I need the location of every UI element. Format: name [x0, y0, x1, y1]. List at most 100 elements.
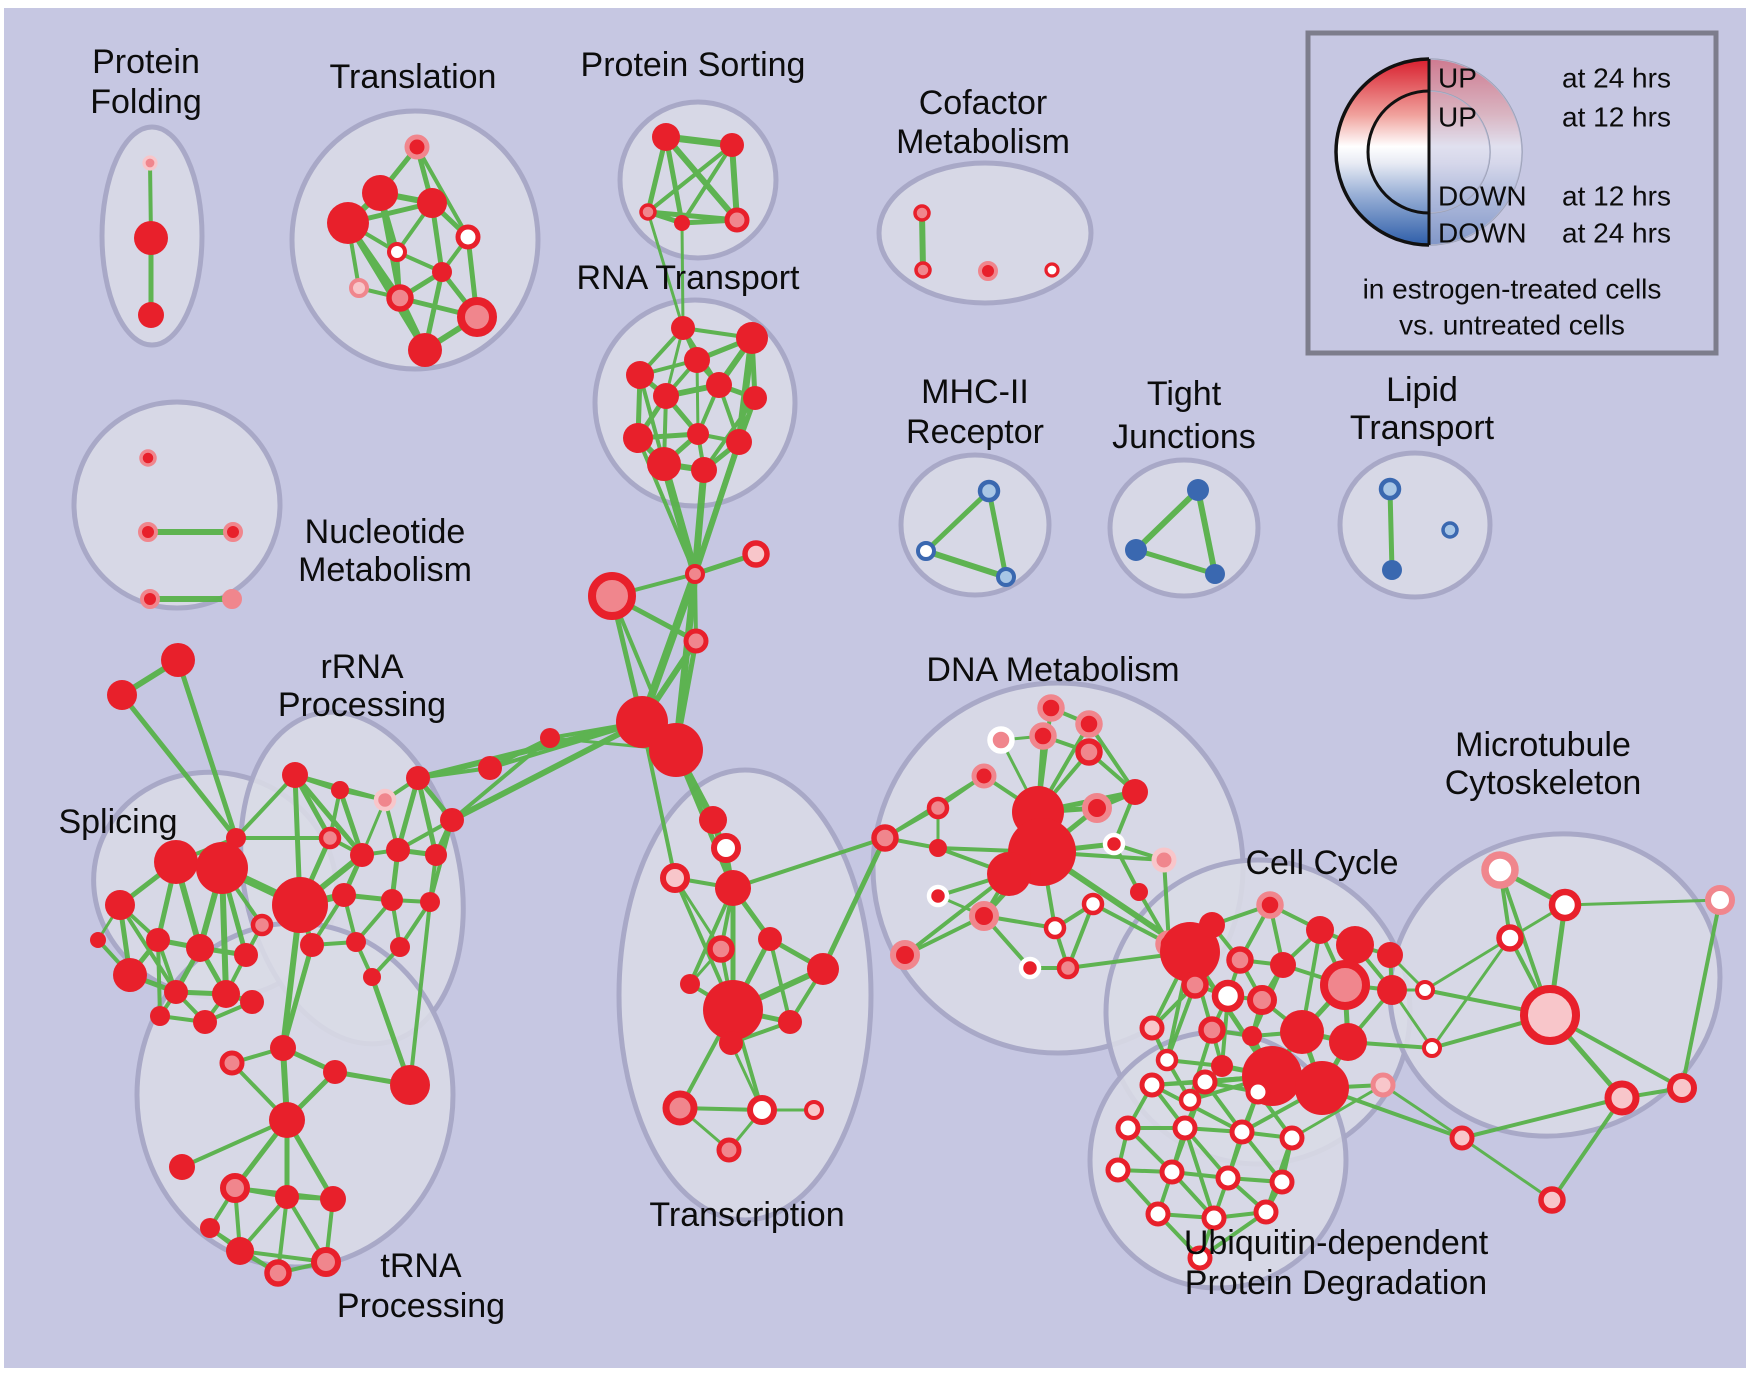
gene-node-dna-metabolism: [1043, 916, 1067, 940]
gene-node-microtubule-cytoskeleton: [1667, 1073, 1697, 1103]
gene-node-cofactor-metabolism: [914, 261, 932, 279]
gene-node-translation: [432, 262, 452, 282]
gene-node-rna-transport: [736, 322, 768, 354]
cluster-label-protein-sorting: Protein Sorting: [581, 46, 806, 84]
gene-node-ubiquitin-degradation: [1269, 1169, 1295, 1195]
gene-node-tight-junctions: [1125, 539, 1147, 561]
gene-node-rna-transport: [653, 383, 679, 409]
cluster-cofactor-metabolism: [876, 160, 1094, 306]
cluster-label-tight-junctions: Tight: [1147, 375, 1222, 413]
gene-node-rna-transport: [671, 316, 695, 340]
cluster-label-nucleotide-metabolism: Nucleotide: [305, 513, 466, 551]
gene-node-cell-cycle: [1155, 1048, 1179, 1072]
legend-direction-label: DOWN: [1438, 218, 1527, 249]
gene-node-ubiquitin-degradation: [1279, 1125, 1305, 1151]
gene-node-translation: [387, 242, 407, 262]
gene-node-rna-transport: [687, 423, 709, 445]
cluster-protein-sorting: [617, 99, 779, 261]
gene-node-dna-metabolism: [1037, 694, 1065, 722]
edge-transcription: [768, 937, 792, 1024]
legend-footer-text: vs. untreated cells: [1399, 310, 1625, 341]
gene-node-ubiquitin-degradation: [1245, 1079, 1271, 1105]
gene-node-transcription: [747, 1095, 777, 1125]
gene-node-mhc-ii-receptor: [916, 541, 936, 561]
edge-protein-sorting: [680, 143, 734, 225]
gene-node-rrna-processing: [386, 838, 410, 862]
gene-node-tight-junctions: [1205, 564, 1225, 584]
gene-node-splicing: [212, 980, 240, 1008]
cluster-label-translation: Translation: [330, 58, 497, 96]
cluster-tight-junctions: [1107, 457, 1261, 599]
gene-node-splicing: [226, 828, 246, 848]
gene-node-mhc-ii-receptor: [996, 567, 1016, 587]
gene-node-dna-metabolism: [1075, 738, 1103, 766]
edge-dna-metabolism: [1066, 902, 1095, 970]
gene-node-dna-metabolism: [971, 763, 997, 789]
gene-node-rrna-processing: [406, 766, 430, 790]
edge-splicing: [175, 657, 239, 841]
gene-node-translation: [362, 175, 398, 211]
gene-node-trna-processing: [169, 1154, 195, 1180]
gene-node-trna-processing: [275, 1185, 299, 1209]
gene-node-dna-metabolism: [1082, 793, 1112, 823]
edge-bridge: [449, 719, 645, 823]
edge-bridge: [820, 835, 888, 972]
gene-node-central-hubs: [742, 540, 770, 568]
gene-node-dna-metabolism: [929, 839, 947, 857]
gene-node-rrna-processing: [381, 889, 403, 911]
cluster-label-trna-processing: tRNA: [380, 1247, 462, 1285]
gene-node-rrna-processing: [350, 843, 374, 867]
gene-node-ubiquitin-degradation: [1192, 1069, 1218, 1095]
gene-node-trna-processing: [270, 1035, 296, 1061]
gene-node-transcription: [662, 1090, 698, 1126]
gene-node-dna-metabolism: [1029, 722, 1057, 750]
legend-faded-half: [1429, 91, 1490, 213]
cluster-label-mhc-ii-receptor: MHC-II: [921, 373, 1029, 411]
edge-bridge: [691, 466, 708, 578]
layer-legend: UP at 24 hrs UP at 12 hrs DOWN at 12 hrs DOWN a…: [1305, 30, 1719, 356]
cluster-lipid-transport: [1337, 450, 1493, 600]
gene-node-transcription: [778, 1010, 802, 1034]
legend-direction-label: UP: [1438, 102, 1477, 133]
gene-node-ubiquitin-degradation: [1253, 1199, 1279, 1225]
gene-node-cell-cycle: [1178, 1088, 1202, 1112]
cluster-label-transcription: Transcription: [649, 1196, 844, 1234]
gene-node-transcription: [719, 1031, 743, 1055]
gene-node-rrna-processing: [425, 844, 447, 866]
gene-node-microtubule-cytoskeleton: [1496, 924, 1524, 952]
edge-dna-metabolism: [1091, 902, 1171, 946]
gene-node-dna-metabolism: [969, 901, 999, 931]
gene-node-central-hubs: [649, 723, 703, 777]
gene-node-dna-metabolism: [1102, 832, 1126, 856]
gene-node-dna-metabolism: [987, 852, 1031, 896]
gene-node-splicing: [113, 958, 147, 992]
gene-node-rna-transport: [743, 386, 767, 410]
edge-splicing: [156, 938, 162, 1018]
layer-nodes: [90, 123, 1735, 1287]
gene-node-splicing: [186, 934, 214, 962]
gene-node-trna-processing: [390, 1065, 430, 1105]
gene-node-cell-cycle: [1295, 1061, 1349, 1115]
gene-node-ubiquitin-degradation: [1187, 1245, 1213, 1271]
gene-node-splicing: [146, 928, 170, 952]
gene-node-microtubule-cytoskeleton: [1548, 888, 1582, 922]
cluster-label-ubiquitin-degradation: Ubiquitin-dependent: [1184, 1224, 1489, 1262]
legend-time-label: at 24 hrs: [1562, 218, 1671, 249]
gene-node-dna-metabolism: [1122, 779, 1148, 805]
gene-node-protein-sorting: [639, 203, 657, 221]
edge-splicing: [119, 692, 239, 841]
gene-node-cell-cycle: [1377, 942, 1403, 968]
gene-node-cell-cycle: [1139, 1015, 1165, 1041]
cluster-label-microtubule-cytoskeleton: Cytoskeleton: [1445, 764, 1642, 802]
cluster-label-microtubule-cytoskeleton: Microtubule: [1455, 726, 1631, 764]
gene-node-transcription: [707, 935, 735, 963]
gene-node-translation: [404, 134, 430, 160]
edge-bridge: [692, 439, 742, 577]
gene-node-ubiquitin-degradation: [1172, 1115, 1198, 1141]
gene-node-translation: [455, 224, 481, 250]
gene-node-translation: [408, 333, 442, 367]
edge-ubiquitin-degradation: [1198, 1210, 1268, 1260]
cluster-label-lipid-transport: Lipid: [1386, 371, 1458, 409]
edge-tight-junctions: [1133, 487, 1201, 553]
